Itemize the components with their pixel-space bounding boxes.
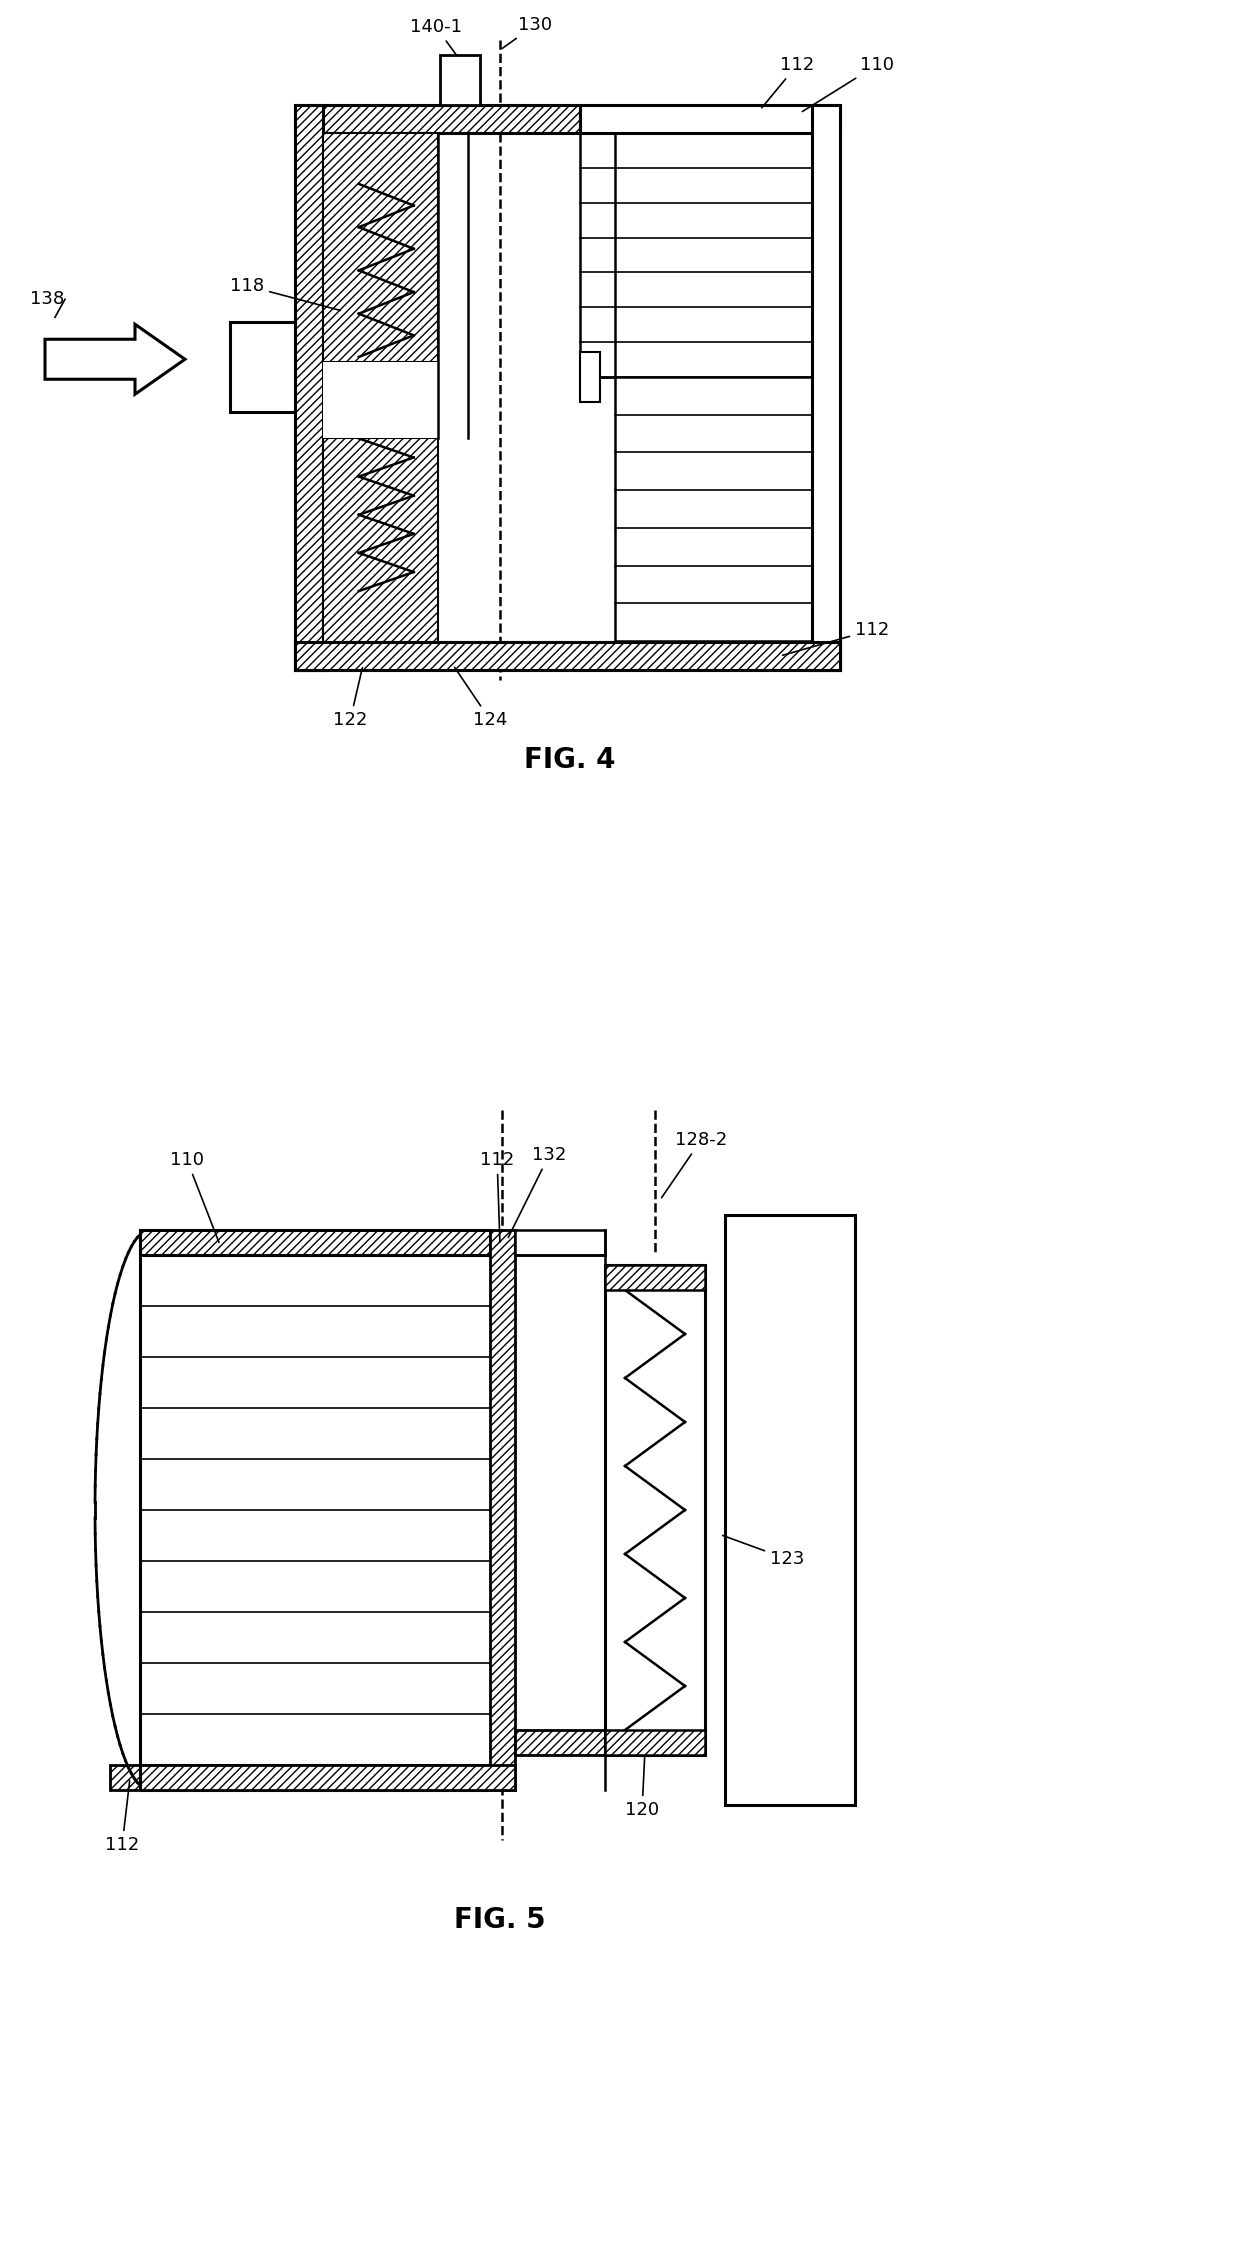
- Bar: [580, 106, 839, 133]
- Text: 118: 118: [229, 277, 340, 310]
- Bar: [515, 1730, 605, 1755]
- Bar: [229, 322, 295, 412]
- Bar: [490, 1231, 515, 1791]
- Bar: [615, 378, 812, 641]
- Text: FIG. 4: FIG. 4: [525, 747, 616, 774]
- Bar: [812, 106, 839, 670]
- Bar: [295, 106, 580, 133]
- Text: 130: 130: [502, 16, 552, 50]
- Text: 122: 122: [334, 668, 367, 729]
- Text: 112: 112: [782, 621, 889, 655]
- Bar: [295, 641, 580, 670]
- Text: 123: 123: [723, 1535, 805, 1568]
- Bar: [322, 439, 438, 641]
- Bar: [295, 106, 322, 670]
- Bar: [322, 133, 438, 362]
- Bar: [605, 1265, 706, 1289]
- Text: 110: 110: [170, 1152, 219, 1242]
- Bar: [515, 1231, 605, 1256]
- Bar: [605, 1265, 706, 1755]
- Text: 112: 112: [480, 1152, 515, 1242]
- Text: FIG. 5: FIG. 5: [454, 1906, 546, 1935]
- Text: 124: 124: [455, 668, 507, 729]
- Text: 110: 110: [802, 56, 894, 112]
- Bar: [110, 1764, 515, 1791]
- Bar: [580, 641, 839, 670]
- Bar: [140, 1764, 490, 1791]
- Text: 140-1: 140-1: [410, 18, 463, 58]
- Bar: [322, 362, 438, 439]
- Text: 112: 112: [105, 1780, 139, 1854]
- Bar: [295, 641, 839, 670]
- Bar: [440, 54, 480, 106]
- Bar: [580, 133, 812, 378]
- Bar: [140, 1231, 490, 1256]
- Bar: [580, 351, 600, 403]
- Polygon shape: [45, 324, 185, 394]
- Bar: [725, 1215, 856, 1804]
- Text: 112: 112: [761, 56, 815, 108]
- Text: 128-2: 128-2: [662, 1132, 727, 1197]
- Text: 138: 138: [30, 290, 64, 308]
- Text: 120: 120: [625, 1753, 660, 1818]
- Text: 132: 132: [508, 1145, 567, 1238]
- Bar: [605, 1730, 706, 1755]
